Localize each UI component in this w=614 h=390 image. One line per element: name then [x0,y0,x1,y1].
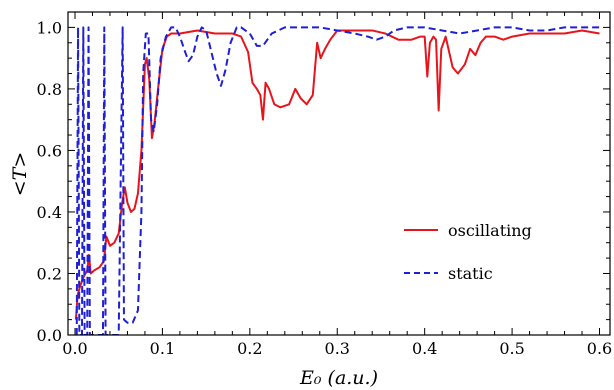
x-tick-label: 0.1 [150,339,175,358]
series-line-static [75,26,600,335]
legend-label-static: static [448,264,493,283]
y-tick-label: 0.2 [37,264,62,283]
y-axis-title: <T> [9,152,31,197]
series-line-oscillating [74,29,600,320]
x-tick-label: 0.2 [237,339,262,358]
legend: oscillating static [404,221,532,283]
x-axis-title: E₀ (a.u.) [299,367,378,389]
y-tick-label: 0.8 [37,80,62,99]
y-tick-labels: 0.0 0.2 0.4 0.6 0.8 1.0 [37,18,62,345]
x-tick-label: 0.6 [587,339,612,358]
y-tick-label: 0.0 [37,326,62,345]
y-tick-label: 1.0 [37,18,62,37]
x-tick-label: 0.0 [62,339,87,358]
x-tick-label: 0.3 [325,339,350,358]
series-layer [74,26,600,335]
x-tick-label: 0.5 [499,339,524,358]
x-tick-label: 0.4 [412,339,437,358]
tick-layer [68,11,610,336]
x-tick-labels: 0.0 0.1 0.2 0.3 0.4 0.5 0.6 [62,339,612,358]
plot-frame [67,11,611,336]
legend-label-oscillating: oscillating [448,221,532,240]
y-tick-label: 0.6 [37,141,62,160]
y-tick-label: 0.4 [37,203,62,222]
